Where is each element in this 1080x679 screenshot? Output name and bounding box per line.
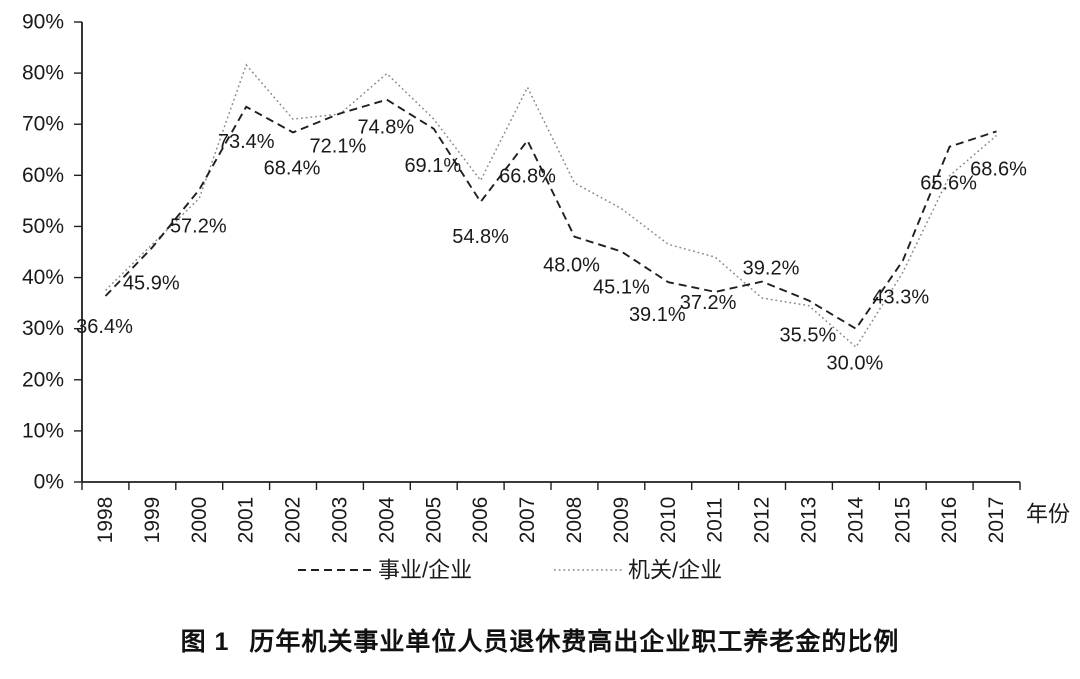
x-axis-year-label: 2013 <box>797 497 820 544</box>
data-label: 68.4% <box>264 157 321 179</box>
series-lines <box>104 63 997 349</box>
x-axis-year-label: 2008 <box>563 497 586 544</box>
pension-ratio-line-chart: 0% 10% 20% 30% 40% 50% 60% 70% 80% 90% 36.4% 45.9%… <box>22 11 1070 583</box>
data-label: 73.4% <box>218 131 275 153</box>
x-axis-year-label: 2000 <box>188 497 211 544</box>
data-label: 35.5% <box>780 325 837 347</box>
y-axis-tick-label: 20% <box>22 368 64 391</box>
x-axis-year-label: 2006 <box>469 497 492 544</box>
y-axis-tick-label: 90% <box>22 11 64 34</box>
data-label: 45.1% <box>593 277 650 299</box>
x-axis-year-label: 2007 <box>516 497 539 544</box>
y-axis-tick-label: 40% <box>22 266 64 289</box>
x-axis-year-label: 1998 <box>94 497 117 544</box>
y-axis-tick-label: 30% <box>22 317 64 340</box>
x-axis-year-label: 2002 <box>282 497 305 544</box>
x-axis-year-label: 2015 <box>891 497 914 544</box>
data-label: 69.1% <box>404 155 461 177</box>
data-label: 66.8% <box>499 166 556 188</box>
data-labels: 36.4% 45.9% 57.2% 73.4% 68.4%72.1%74.8% 69.1%… <box>76 117 1027 375</box>
x-axis-year-label: 1999 <box>141 497 164 544</box>
y-axis-tick-label: 80% <box>22 62 64 85</box>
x-axis-year-label: 2003 <box>328 497 351 544</box>
legend-label-jiguan-qiye: 机关/企业 <box>628 558 722 583</box>
data-label: 45.9% <box>123 272 180 294</box>
x-axis-year-label: 2016 <box>938 497 961 544</box>
x-axis-year-label: 2011 <box>704 497 727 542</box>
x-axis-title: 年份 <box>1026 502 1070 527</box>
data-label: 68.6% <box>970 158 1027 180</box>
y-axis-tick-label: 10% <box>22 419 64 442</box>
x-axis-year-label: 2010 <box>657 497 680 544</box>
data-label: 57.2% <box>170 216 227 238</box>
x-axis-year-label: 2005 <box>422 497 445 544</box>
x-axis-year-labels: 1998 1999 2000 2001 2002 2003 2004 2005 2006 2007… <box>94 496 1008 543</box>
legend-item-jiguan-qiye: 机关/企业 <box>554 558 722 583</box>
data-label: 39.1% <box>629 304 686 326</box>
series-line-dotted <box>104 63 997 349</box>
y-axis-tick-label: 60% <box>22 164 64 187</box>
y-axis-tick-label: 0% <box>34 471 64 494</box>
figure-title: 历年机关事业单位人员退休费高出企业职工养老金的比例 <box>249 628 900 656</box>
data-label: 48.0% <box>543 255 600 277</box>
x-axis-year-label: 2004 <box>375 496 398 543</box>
figure-number: 图 1 <box>180 628 230 656</box>
x-axis-year-label: 2014 <box>844 496 867 543</box>
data-label: 37.2% <box>680 292 737 314</box>
data-label: 74.8% <box>357 117 414 139</box>
x-axis-year-label: 2017 <box>985 497 1008 544</box>
data-label: 72.1% <box>310 136 367 158</box>
data-label: 54.8% <box>452 226 509 248</box>
legend: 事业/企业 机关/企业 <box>298 558 722 583</box>
figure-caption: 图 1 历年机关事业单位人员退休费高出企业职工养老金的比例 <box>0 622 1080 658</box>
data-label: 30.0% <box>827 353 884 375</box>
y-axis-tick-label: 70% <box>22 113 64 136</box>
x-axis-year-label: 2001 <box>235 497 258 544</box>
legend-item-shiye-qiye: 事业/企业 <box>298 558 472 583</box>
axes: 0% 10% 20% 30% 40% 50% 60% 70% 80% 90% <box>22 11 1021 494</box>
legend-label-shiye-qiye: 事业/企业 <box>378 558 472 583</box>
data-label: 43.3% <box>872 287 929 309</box>
data-label: 39.2% <box>743 258 800 280</box>
data-label: 36.4% <box>76 316 133 338</box>
y-axis-tick-label: 50% <box>22 215 64 238</box>
data-label: 65.6% <box>920 173 977 195</box>
x-axis-year-label: 2009 <box>610 497 633 544</box>
x-axis-year-label: 2012 <box>751 497 774 544</box>
